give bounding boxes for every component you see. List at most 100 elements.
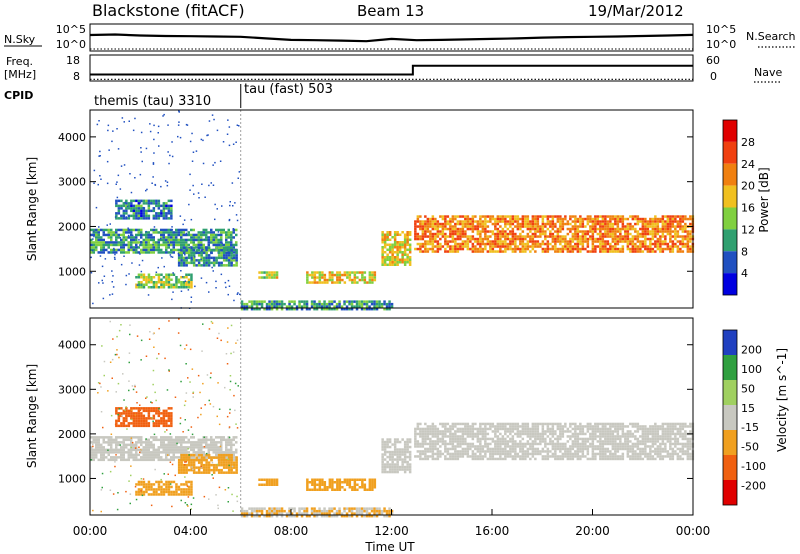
vel-layer-cell-7 [401,438,404,441]
vel-layer-cell-8 [469,432,472,436]
power-layer-cell-8 [466,237,470,241]
power-layer-cell-8 [664,240,667,243]
vel-layer-cell-8 [569,445,572,448]
vel-layer-cell-1 [157,419,161,423]
power-layer-cell-0 [137,228,140,232]
vel-layer-cell-6 [353,507,356,510]
power-layer-cell-8 [504,240,507,243]
power-layer-cell-8 [431,250,435,253]
power-layer-cell-8 [456,220,460,223]
vel-layer-cell-8 [479,452,482,456]
vel-layer-cell-7 [403,455,407,459]
vel-layer-cell-0 [117,441,120,444]
vel-layer-cell-0 [217,441,220,444]
vel-layer-cell-2 [147,493,151,496]
power-layer-cell-8 [521,225,525,228]
power-layer-cell-8 [444,250,447,253]
vel-layer-cell-0 [102,451,105,454]
power-layer-cell-0 [157,231,160,234]
vel-layer-cell-8 [551,430,555,433]
power-layer-cell-8 [459,245,462,248]
vel-layer-cell-0 [97,446,100,449]
vel-layer-cell-8 [434,425,437,428]
vel-layer-cell-8 [464,432,467,436]
power-layer-cell-7 [396,243,399,246]
power-layer-cell-7 [406,236,409,239]
vel-layer-cell-3 [235,471,238,474]
power-layer-cell-5 [338,281,342,284]
power-layer-cell-8 [576,217,580,221]
power-layer-cell-8 [551,235,555,238]
vel-layer-cell-8 [481,422,485,426]
power-layer-cell-1 [165,207,168,210]
power-layer-cell-2 [152,281,156,284]
vel-layer-cell-8 [524,425,527,428]
power-layer-cell-1 [145,212,148,215]
power-layer-cell-0 [170,238,173,242]
vel-layer-cell-8 [471,437,475,441]
power-layer-cell-2 [170,283,173,286]
power-layer-cell-8 [574,245,577,248]
power-layer-cell-8 [576,240,580,243]
vel-layer-cell-8 [456,437,460,441]
vel-layer-cell-6 [335,509,339,513]
power-layer-cell-6 [335,307,339,311]
power-layer-cell-8 [509,247,512,251]
power-layer-cell-0 [212,238,215,242]
vel-layer-cell-6 [288,514,291,518]
power-layer-cell-0 [115,231,118,234]
vel-layer-cell-8 [426,425,430,428]
vel-layer-cell-0 [217,448,220,452]
vel-layer-cell-8 [516,432,520,436]
vel-layer-cell-1 [115,412,118,415]
power-layer-cell-8 [544,247,547,251]
power-layer-cell-1 [147,214,151,218]
power-layer-cell-0 [125,251,128,254]
power-layer-speckle [216,129,219,132]
power-layer-cell-8 [674,242,677,246]
vel-layer-cell-8 [559,450,562,453]
power-layer-cell-8 [569,250,572,253]
vel-layer-cell-0 [177,446,180,449]
power-layer-cell-8 [484,220,487,223]
vel-layer-cell-8 [439,437,442,441]
power-layer-cell-8 [479,235,482,238]
vel-layer-cell-8 [504,432,507,436]
power-layer-cell-0 [95,236,98,239]
power-layer-cell-8 [496,235,500,238]
vel-layer-cell-7 [383,470,387,474]
power-layer-cell-6 [375,300,379,303]
power-layer-cell-8 [549,232,552,236]
vel-layer-cell-7 [408,445,412,449]
power-layer-speckle [107,129,109,132]
power-layer-cell-8 [636,245,640,248]
power-layer-cell-8 [656,247,660,251]
power-layer-cell-6 [285,305,289,308]
power-layer-cell-0 [210,241,213,244]
power-layer-cell-8 [609,220,612,223]
vel-layer-cell-6 [283,509,286,513]
power-layer-cell-8 [501,215,505,218]
vel-layer-cell-1 [160,417,163,420]
vel-layer-cell-3 [227,453,231,457]
vel-layer-cell-5 [316,478,319,481]
vel-layer-cell-0 [90,453,93,457]
power-layer-speckle [208,120,211,122]
vel-layer-cell-0 [165,438,168,442]
vel-layer-cell-6 [303,509,306,513]
power-layer-cell-0 [102,228,105,232]
power-layer-cell-0 [162,251,165,254]
power-layer-cell-5 [348,271,352,274]
power-layer-cell-0 [172,236,175,239]
power-layer-cell-3 [195,259,198,262]
power-layer-cell-0 [122,248,125,252]
power-layer-cell-7 [396,241,399,244]
power-layer-cell-8 [551,215,555,218]
power-layer-cell-8 [634,215,637,218]
power-layer-cell-8 [524,247,527,251]
vel-layer-cell-7 [408,453,412,456]
vel-layer-cell-8 [554,430,557,433]
power-layer-cell-4 [270,276,274,279]
power-layer-cell-8 [596,232,600,236]
vel-layer-cell-0 [120,456,123,459]
